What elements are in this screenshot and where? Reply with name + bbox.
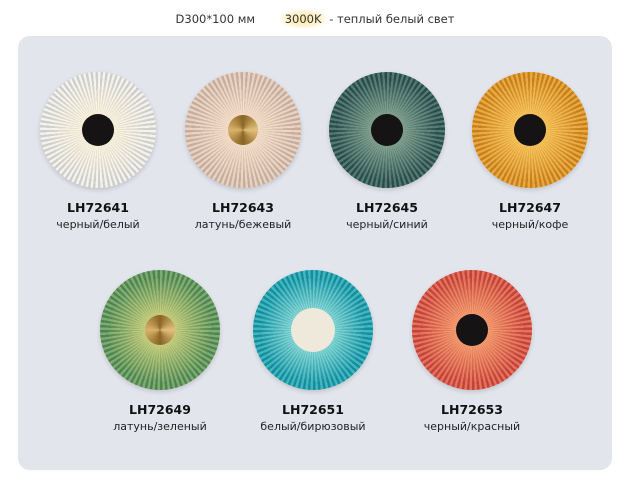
product-color: латунь/зеленый [113,420,207,433]
product-code: LH72653 [441,402,503,417]
product-item: LH72647 черный/кофе [460,72,600,231]
product-code: LH72645 [356,200,418,215]
product-color: черный/синий [346,218,428,231]
product-item: LH72653 черный/красный [402,270,542,433]
light-description: - теплый белый свет [329,12,455,26]
product-color: черный/белый [56,218,140,231]
lamp-image [472,72,588,188]
lamp-image [100,270,220,390]
product-color: латунь/бежевый [194,218,292,231]
product-color: белый/бирюзовый [260,420,366,433]
product-item: LH72641 черный/белый [28,72,168,231]
product-code: LH72647 [499,200,561,215]
size-text: D300*100 мм [175,12,256,26]
lamp-image [40,72,156,188]
lamp-image [412,270,532,390]
spec-header: D300*100 мм 3000K - теплый белый свет [0,10,630,28]
product-color: черный/красный [423,420,521,433]
product-item: LH72643 латунь/бежевый [173,72,313,231]
product-color: черный/кофе [491,218,569,231]
product-item: LH72651 белый/бирюзовый [243,270,383,433]
lamp-image [185,72,301,188]
color-temperature: 3000K [280,10,326,28]
product-code: LH72643 [212,200,274,215]
product-code: LH72649 [129,402,191,417]
product-item: LH72649 латунь/зеленый [90,270,230,433]
lamp-image [329,72,445,188]
lamp-image [253,270,373,390]
product-code: LH72641 [67,200,129,215]
product-item: LH72645 черный/синий [317,72,457,231]
product-code: LH72651 [282,402,344,417]
